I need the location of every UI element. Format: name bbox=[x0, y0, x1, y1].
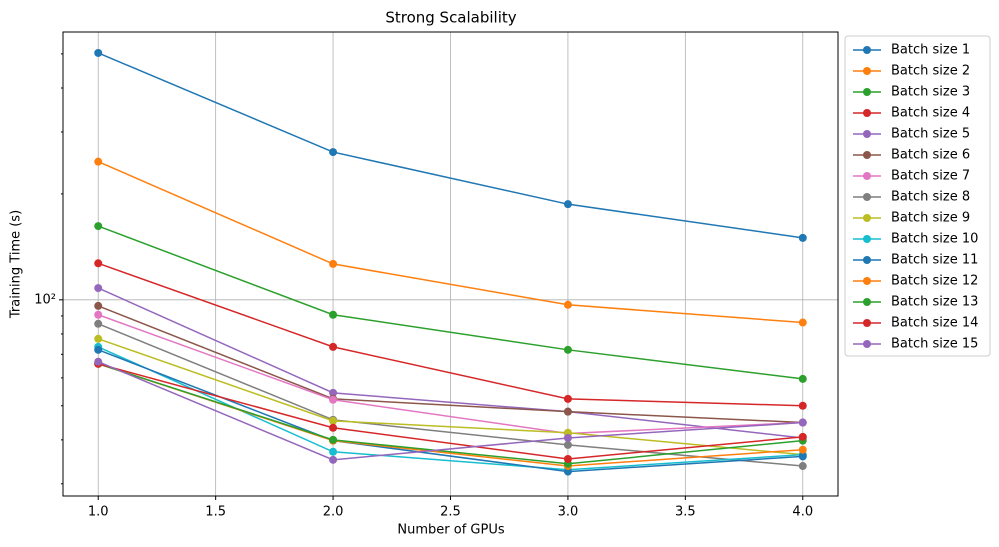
data-point bbox=[94, 222, 103, 231]
data-point bbox=[329, 435, 338, 444]
legend-label: Batch size 14 bbox=[891, 316, 978, 331]
x-tick-label: 2.0 bbox=[323, 505, 344, 520]
legend-label: Batch size 15 bbox=[891, 337, 978, 352]
series-line bbox=[97, 314, 803, 435]
x-tick-label: 4.0 bbox=[792, 505, 813, 520]
data-point bbox=[563, 300, 572, 309]
legend-label: Batch size 5 bbox=[891, 127, 970, 142]
data-point bbox=[329, 342, 338, 351]
data-point bbox=[94, 259, 103, 268]
legend-marker bbox=[863, 277, 871, 285]
data-point bbox=[563, 440, 572, 449]
data-point bbox=[329, 310, 338, 319]
data-point bbox=[798, 418, 807, 427]
legend-label: Batch size 7 bbox=[891, 169, 970, 184]
data-point bbox=[329, 447, 338, 456]
series-line bbox=[97, 361, 803, 461]
y-axis-label: Training Time (s) bbox=[9, 210, 24, 319]
legend-label: Batch size 3 bbox=[891, 85, 970, 100]
legend-marker bbox=[863, 46, 871, 54]
data-point bbox=[94, 157, 103, 166]
data-point bbox=[329, 455, 338, 464]
legend-label: Batch size 10 bbox=[891, 232, 978, 247]
data-point bbox=[329, 416, 338, 425]
legend-label: Batch size 4 bbox=[891, 106, 970, 121]
legend-label: Batch size 11 bbox=[891, 253, 978, 268]
data-point bbox=[798, 452, 807, 461]
data-point bbox=[329, 388, 338, 397]
data-point bbox=[798, 445, 807, 454]
series-line bbox=[97, 287, 803, 439]
x-tick-label: 3.5 bbox=[675, 505, 696, 520]
data-point bbox=[329, 395, 338, 404]
data-point bbox=[94, 357, 103, 366]
data-point bbox=[798, 374, 807, 383]
series-line bbox=[97, 338, 803, 456]
legend-marker bbox=[863, 340, 871, 348]
legend-label: Batch size 8 bbox=[891, 190, 970, 205]
chart-title: Strong Scalability bbox=[385, 9, 516, 27]
legend-marker bbox=[863, 214, 871, 222]
x-tick-label: 3.0 bbox=[558, 505, 579, 520]
data-point bbox=[329, 423, 338, 432]
legend-label: Batch size 12 bbox=[891, 274, 978, 289]
data-point bbox=[563, 467, 572, 476]
data-point bbox=[563, 394, 572, 403]
y-tick-label: 10² bbox=[34, 292, 56, 307]
legend-marker bbox=[863, 172, 871, 180]
legend-marker bbox=[863, 319, 871, 327]
data-point bbox=[329, 148, 338, 157]
data-point bbox=[563, 407, 572, 416]
data-point bbox=[563, 200, 572, 209]
legend-marker bbox=[863, 67, 871, 75]
data-point bbox=[563, 454, 572, 463]
data-point bbox=[94, 301, 103, 310]
series-line bbox=[97, 225, 803, 380]
legend-label: Batch size 13 bbox=[891, 295, 978, 310]
legend-marker bbox=[863, 88, 871, 96]
legend-marker bbox=[863, 193, 871, 201]
series-line bbox=[97, 160, 803, 324]
data-point bbox=[94, 334, 103, 343]
data-point bbox=[94, 345, 103, 354]
data-point bbox=[94, 310, 103, 319]
legend-label: Batch size 2 bbox=[891, 64, 970, 79]
legend-frame bbox=[844, 35, 991, 357]
legend-marker bbox=[863, 235, 871, 243]
series-line bbox=[98, 363, 803, 460]
series-line bbox=[97, 323, 803, 467]
series-line bbox=[97, 346, 803, 471]
series-line bbox=[97, 363, 803, 465]
legend-marker bbox=[863, 130, 871, 138]
legend-marker bbox=[863, 109, 871, 117]
series-line bbox=[97, 52, 803, 239]
legend-marker bbox=[863, 256, 871, 264]
x-axis-label: Number of GPUs bbox=[397, 523, 504, 538]
legend-label: Batch size 6 bbox=[891, 148, 970, 163]
data-point bbox=[798, 233, 807, 242]
data-point bbox=[563, 345, 572, 354]
legend-label: Batch size 1 bbox=[891, 43, 970, 58]
data-point bbox=[94, 284, 103, 293]
data-point bbox=[798, 462, 807, 471]
legend-label: Batch size 9 bbox=[891, 211, 970, 226]
series-line bbox=[97, 262, 803, 407]
data-point bbox=[798, 401, 807, 410]
x-tick-label: 2.5 bbox=[440, 505, 461, 520]
series-line bbox=[97, 305, 803, 424]
data-point bbox=[563, 433, 572, 442]
legend-marker bbox=[863, 151, 871, 159]
data-point bbox=[329, 259, 338, 268]
x-tick-label: 1.0 bbox=[88, 505, 109, 520]
plot-frame bbox=[62, 31, 839, 497]
data-point bbox=[94, 319, 103, 328]
data-point bbox=[798, 432, 807, 441]
data-point bbox=[94, 48, 103, 57]
data-point bbox=[798, 318, 807, 327]
legend-marker bbox=[863, 298, 871, 306]
x-tick-label: 1.5 bbox=[205, 505, 226, 520]
